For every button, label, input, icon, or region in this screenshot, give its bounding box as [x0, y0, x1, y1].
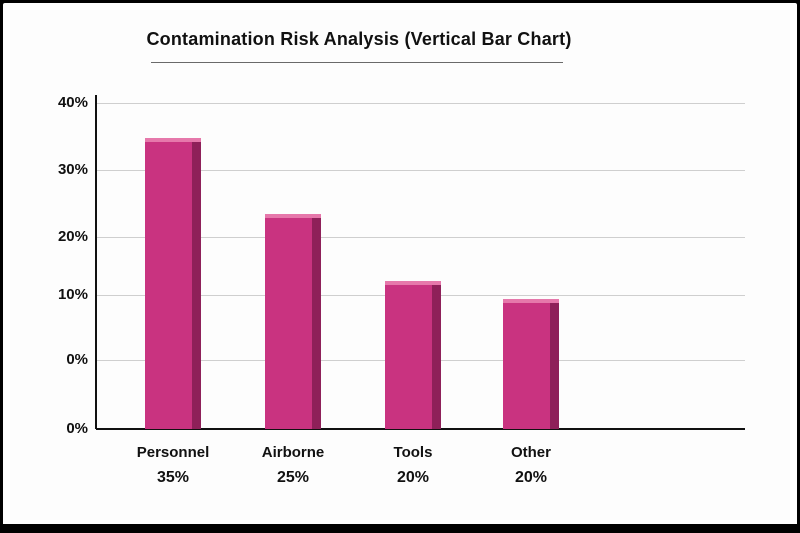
- title-underline: [151, 62, 563, 63]
- bar-tools: [385, 281, 441, 429]
- bar-other: [503, 299, 559, 429]
- y-axis-tick-label: 10%: [57, 286, 88, 303]
- y-axis-tick-label: 30%: [57, 161, 88, 178]
- y-axis-tick-label: 20%: [57, 228, 88, 245]
- y-axis-tick-label: 0%: [66, 351, 88, 368]
- gridline: [96, 103, 745, 104]
- bar-value-label: 35%: [156, 469, 190, 486]
- x-axis-category-label: Personnel: [136, 444, 210, 461]
- x-axis-category-label: Airborne: [261, 444, 325, 461]
- bar-personnel: [145, 138, 201, 429]
- y-axis-tick-label: 40%: [57, 94, 88, 111]
- x-axis-line: [96, 428, 745, 430]
- x-axis-category-label: Tools: [393, 444, 433, 461]
- bar-airborne: [265, 214, 321, 429]
- bar-value-label: 20%: [514, 469, 548, 486]
- gridline: [96, 237, 745, 238]
- gridline: [96, 170, 745, 171]
- bar-value-label: 25%: [276, 469, 310, 486]
- y-axis-tick-label: 0%: [66, 420, 88, 437]
- x-axis-category-label: Other: [510, 444, 551, 461]
- bar-value-label: 20%: [396, 469, 430, 486]
- chart-title: Contamination Risk Analysis (Vertical Ba…: [146, 29, 572, 49]
- y-axis-line: [95, 95, 97, 429]
